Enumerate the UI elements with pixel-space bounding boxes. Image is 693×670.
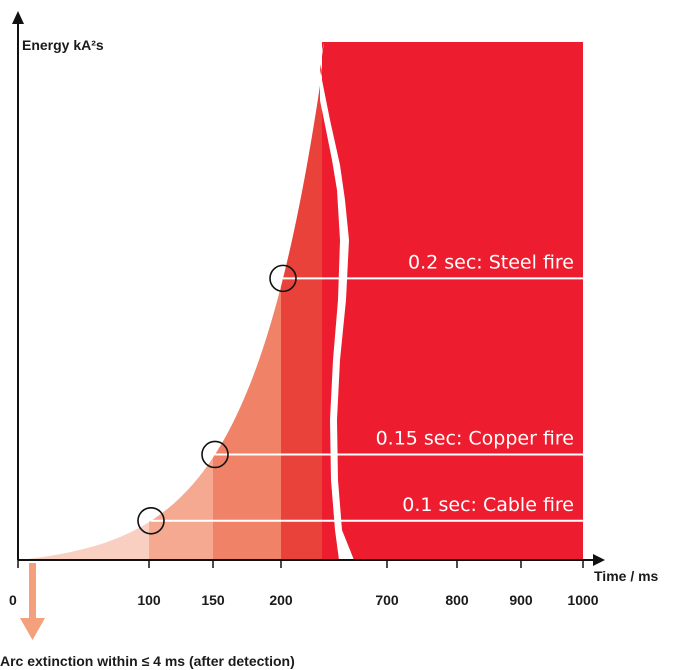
axis-break-band (320, 42, 354, 560)
x-tick-label-100: 100 (137, 592, 161, 608)
threshold-label-1: 0.1 sec: Cable fire (402, 494, 574, 516)
energy-region-3 (213, 286, 281, 560)
y-axis-title: Energy kA²s (22, 37, 104, 53)
energy-region-2 (149, 457, 213, 560)
x-tick-label-700: 700 (375, 592, 399, 608)
threshold-label-2: 0.15 sec: Copper fire (376, 427, 574, 449)
threshold-markers (137, 264, 297, 535)
x-axis-title: Time / ms (594, 568, 659, 584)
down-arrow-icon (20, 563, 45, 640)
energy-region-1 (18, 522, 149, 560)
threshold-circle-1 (137, 506, 165, 535)
x-tick-label-1000: 1000 (567, 592, 598, 608)
x-tick-label-0: 0 (9, 592, 17, 608)
threshold-lines (151, 277, 583, 522)
x-axis-arrowhead (593, 554, 605, 566)
arc-extinction-caption: Arc extinction within ≤ 4 ms (after dete… (0, 653, 295, 669)
threshold-labels: 0.1 sec: Cable fire 0.15 sec: Copper fire… (376, 251, 574, 515)
x-tick-label-150: 150 (201, 592, 225, 608)
y-axis-arrowhead (12, 11, 24, 24)
threshold-circle-2 (201, 440, 229, 469)
x-tick-label-200: 200 (269, 592, 293, 608)
x-tick-label-800: 800 (445, 592, 469, 608)
x-axis-ticks: 0 100 150 200 700 800 900 1000 (9, 560, 599, 608)
threshold-label-3: 0.2 sec: Steel fire (408, 251, 574, 273)
energy-regions (18, 60, 340, 560)
x-tick-label-900: 900 (509, 592, 533, 608)
high-energy-block (322, 42, 583, 560)
threshold-circle-3 (269, 264, 297, 293)
